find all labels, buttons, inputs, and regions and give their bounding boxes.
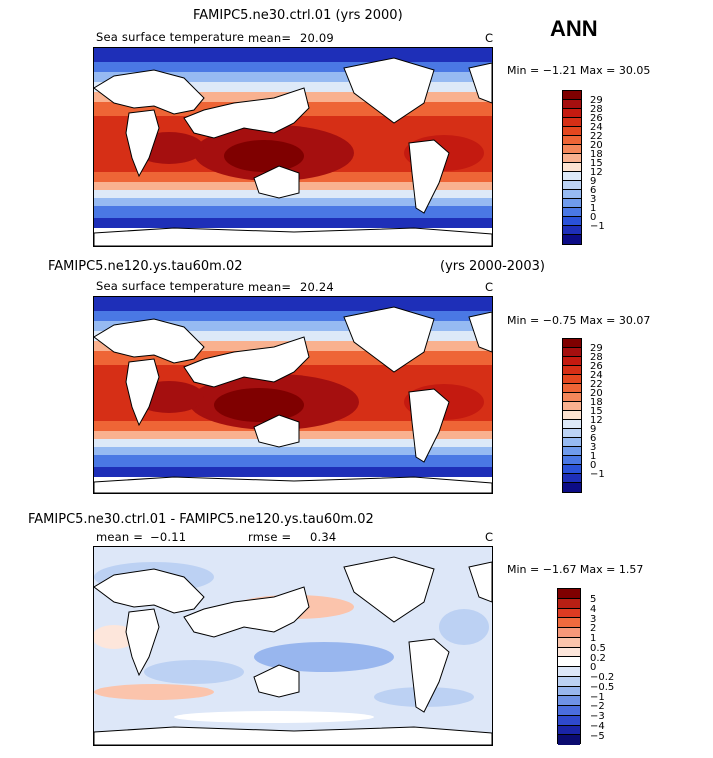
colorbar-tick-label: 4 (590, 603, 597, 615)
panel2-subtitle: Sea surface temperature (96, 279, 245, 293)
colorbar-tick-label: 3 (590, 442, 597, 453)
colorbar-tick-label: −4 (590, 720, 605, 732)
colorbar-tick-label: −2 (590, 701, 605, 713)
panel3-mean-value: −0.11 (150, 530, 187, 544)
colorbar-tick-label: 2 (590, 623, 597, 635)
panel1-map-graphic (94, 48, 492, 246)
panel1-title: FAMIPC5.ne30.ctrl.01 (yrs 2000) (193, 8, 403, 23)
colorbar-tick-label: 22 (590, 379, 603, 390)
panel2-mean-value: 20.24 (300, 280, 334, 294)
colorbar-tick-label: 12 (590, 415, 603, 426)
colorbar-tick-label: 22 (590, 131, 603, 142)
colorbar-tick-label: 28 (590, 104, 603, 115)
colorbar-tick-label: 24 (590, 122, 603, 133)
panel3-title: FAMIPC5.ne30.ctrl.01 - FAMIPC5.ne120.ys.… (28, 512, 374, 527)
colorbar-tick-label: 29 (590, 95, 603, 106)
colorbar-tick-label: 0.5 (590, 642, 606, 654)
colorbar-tick-label: 1 (590, 633, 597, 644)
panel3-rmse-label: rmse = (248, 530, 292, 544)
panel3-units: C (485, 530, 494, 544)
colorbar-tick-label: 0 (590, 460, 597, 471)
colorbar-tick-label: 3 (590, 194, 597, 205)
colorbar-tick-label: 5 (590, 594, 597, 605)
panel1-mean-label: mean= (248, 31, 292, 45)
colorbar-tick-label: 0.2 (590, 652, 606, 664)
colorbar-tick-label: 28 (590, 352, 603, 363)
colorbar-tick-label: 0 (590, 662, 597, 674)
panel2-map (93, 296, 493, 494)
colorbar-tick-label: −0.5 (590, 681, 615, 693)
panel2-units: C (485, 280, 494, 294)
panel3-colorbar (557, 588, 581, 745)
panel1-units: C (485, 31, 494, 45)
colorbar-tick-label: 9 (590, 176, 597, 187)
colorbar-tick-label: 1 (590, 203, 597, 214)
colorbar-tick-label: 26 (590, 361, 603, 372)
season-label: ANN (550, 16, 598, 41)
colorbar-tick-label: 18 (590, 397, 603, 408)
colorbar-tick-label: 24 (590, 370, 603, 381)
panel3-minmax: Min = −1.67 Max = 1.57 (507, 563, 644, 576)
colorbar-tick-label: 15 (590, 158, 603, 169)
panel3-map-graphic (94, 547, 492, 745)
panel1-mean-value: 20.09 (300, 31, 334, 45)
colorbar-tick-label: 29 (590, 343, 603, 354)
panel2-years: (yrs 2000-2003) (440, 259, 545, 274)
panel1-map (93, 47, 493, 247)
colorbar-tick-label: 15 (590, 406, 603, 417)
colorbar-tick-label: 9 (590, 424, 597, 435)
panel2-minmax: Min = −0.75 Max = 30.07 (507, 314, 651, 327)
colorbar-tick-label: 6 (590, 433, 597, 444)
panel1-minmax: Min = −1.21 Max = 30.05 (507, 64, 651, 77)
colorbar-tick-label: −1 (590, 691, 605, 703)
panel2-title: FAMIPC5.ne120.ys.tau60m.02 (48, 259, 243, 274)
colorbar-tick-label: 0 (590, 212, 597, 223)
colorbar-tick-label: 3 (590, 613, 597, 625)
panel3-map (93, 546, 493, 746)
colorbar-tick-label: −1 (590, 221, 605, 232)
colorbar-tick-label: −3 (590, 711, 605, 722)
panel3-mean-label: mean = (96, 530, 144, 544)
panel2-colorbar (562, 338, 582, 493)
panel2-map-graphic (94, 297, 492, 493)
panel3-rmse-value: 0.34 (310, 530, 337, 544)
colorbar-tick-label: −1 (590, 469, 605, 480)
panel1-subtitle: Sea surface temperature (96, 30, 245, 44)
colorbar-tick-label: 20 (590, 388, 603, 399)
colorbar-tick-label: 26 (590, 113, 603, 124)
colorbar-tick-label: 1 (590, 451, 597, 462)
colorbar-tick-label: 20 (590, 140, 603, 151)
colorbar-tick-label: 6 (590, 185, 597, 196)
colorbar-tick-label: 12 (590, 167, 603, 178)
panel1-colorbar (562, 90, 582, 245)
colorbar-tick-label: −5 (590, 730, 605, 742)
panel2-mean-label: mean= (248, 280, 292, 294)
colorbar-tick-label: 18 (590, 149, 603, 160)
colorbar-tick-label: −0.2 (590, 672, 615, 683)
